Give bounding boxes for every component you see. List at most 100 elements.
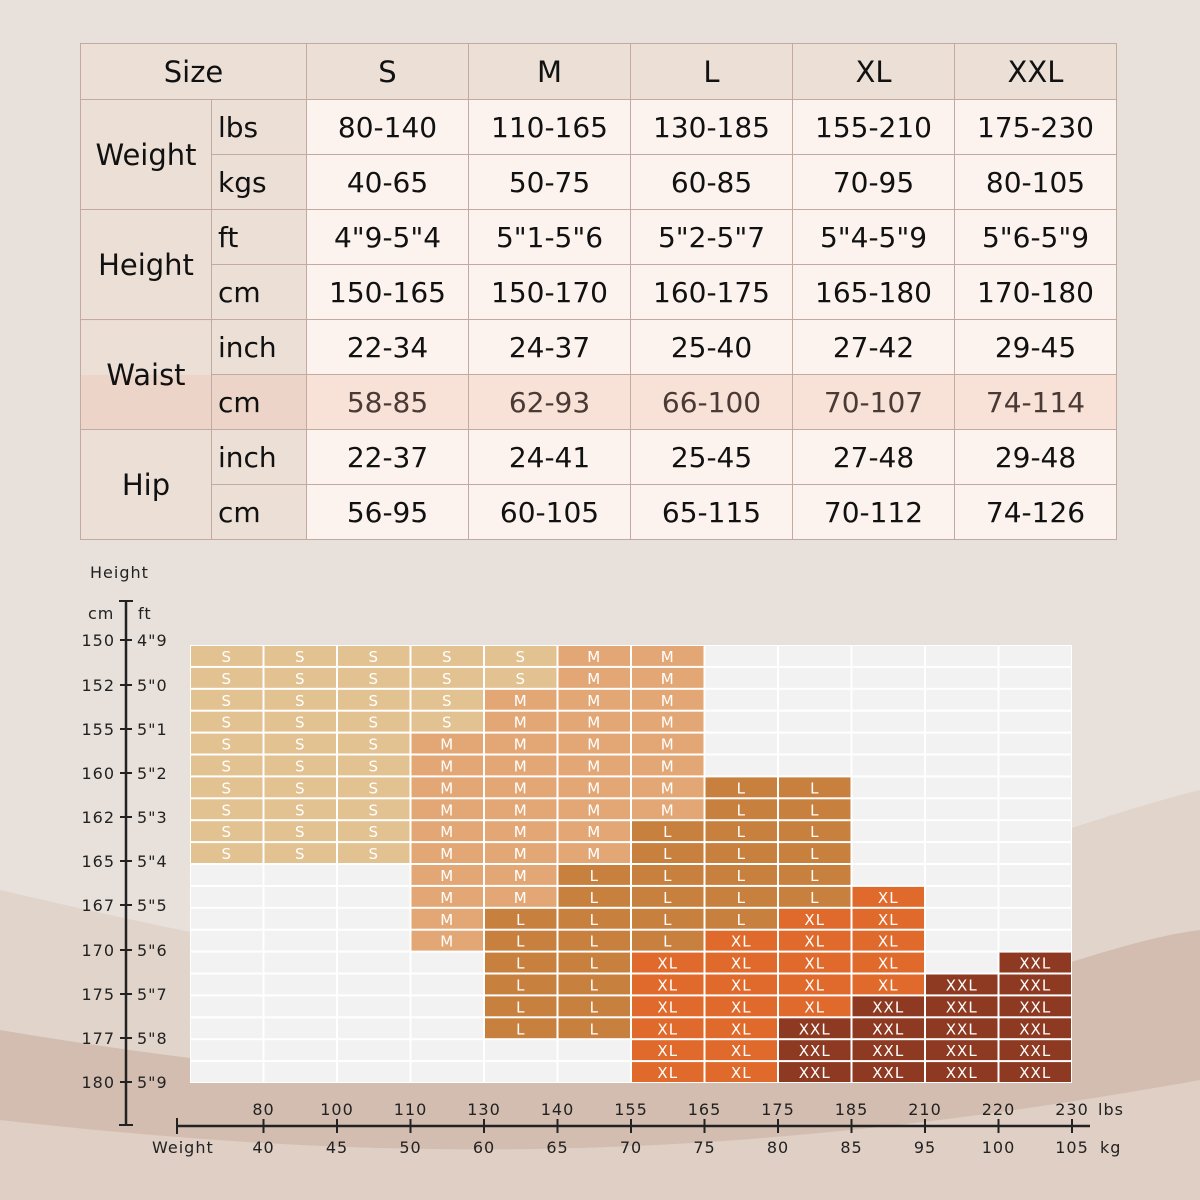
table-cell: 80-105 [954,154,1117,210]
size-cell-xl [632,996,704,1017]
empty-cell [926,689,998,710]
size-cell-label: XXL [1019,955,1051,973]
x-tick-label-kg: 40 [252,1138,274,1157]
group-label-waist: Waist [80,319,212,430]
empty-cell [926,755,998,776]
size-cell-s [338,755,410,776]
y-tick-label-cm: 165 [81,852,115,871]
x-tick-label-lbs: 155 [614,1100,648,1119]
size-header-label: Size [80,43,307,100]
empty-cell [999,799,1071,820]
size-cell-label: XL [731,1064,752,1082]
chart-plot-area [190,645,1072,1083]
size-header-xl: XL [792,43,955,100]
size-cell-xl [705,1018,777,1039]
chart-grid: S S S S S M MS S S S S M MS S S S M M MS S S S M M MS S S M M M MS S S M M… [190,645,1072,1083]
size-cell-label: L [663,889,672,907]
x-tick-label-kg: 50 [399,1138,421,1157]
size-cell-label: XL [657,1042,678,1060]
size-cell-xxl [926,1040,998,1061]
size-cell-xl [705,952,777,973]
size-cell-label: M [440,757,454,775]
size-cell-s [264,689,336,710]
table-cell: 70-107 [792,374,955,430]
size-cell-label: XXL [946,1042,978,1060]
size-cell-label: S [368,845,379,863]
size-cell-label: XL [657,1020,678,1038]
empty-cell [999,755,1071,776]
size-cell-l [632,865,704,885]
unit-label: cm [211,264,307,320]
table-row: Height ft 4"9-5"4 5"1-5"6 5"2-5"7 5"4-5"… [80,209,1117,320]
empty-cell [779,733,851,754]
size-cell-xxl [779,1040,851,1061]
size-cell-label: L [810,889,819,907]
empty-cell [264,952,336,973]
size-cell-xl [852,908,924,929]
size-cell-m [632,777,704,798]
size-cell-label: L [516,955,525,973]
empty-cell [264,930,336,951]
size-cell-s [338,799,410,820]
size-cell-label: XXL [1019,1020,1051,1038]
y-tick-label-ft: 5"0 [137,676,168,695]
size-cell-label: S [221,757,232,775]
size-cell-label: XL [878,911,899,929]
size-cell-m [558,755,630,776]
size-cell-label: XL [804,976,825,994]
size-cell-label: M [587,845,601,863]
size-cell-label: L [737,867,746,885]
size-cell-m [632,689,704,710]
size-cell-label: L [810,801,819,819]
empty-cell [485,1062,557,1082]
y-tick-label-ft: 5"3 [137,808,168,827]
size-cell-label: M [440,779,454,797]
y-tick-label-ft: 5"7 [137,985,168,1004]
size-cell-label: L [737,911,746,929]
y-tick-label-cm: 175 [81,985,115,1004]
size-cell-l [705,908,777,929]
size-cell-label: L [590,1020,599,1038]
table-row: cm 56-95 60-105 65-115 70-112 74-126 [81,484,1117,540]
size-cell-xl [632,1040,704,1061]
table-cell: 74-126 [954,484,1117,540]
size-cell-m [411,733,483,754]
size-cell-m [558,821,630,842]
empty-cell [191,886,263,907]
size-cell-label: L [810,779,819,797]
size-cell-label: S [295,801,306,819]
size-cell-xxl [926,1018,998,1039]
y-tick-label-ft: 5"4 [137,852,168,871]
empty-cell [705,755,777,776]
table-row: Weight lbs 80-140 110-165 130-185 155-21… [80,99,1117,210]
size-cell-label: M [661,714,675,732]
empty-cell [191,865,263,885]
size-cell-l [705,799,777,820]
size-cell-l [558,1018,630,1039]
chart-axes: Height cm ft 150 4"9 152 5"0 155 5"1 160 5"2 162 5"3… [81,563,1122,1157]
size-cell-l [485,996,557,1017]
size-cell-label: XXL [1019,1042,1051,1060]
size-cell-s [191,646,263,666]
size-cell-s [338,711,410,732]
size-cell-label: S [515,648,526,666]
size-cell-l [779,865,851,885]
size-cell-label: L [663,911,672,929]
size-cell-s [191,733,263,754]
size-cell-m [485,799,557,820]
size-cell-m [485,711,557,732]
table-cell: 130-185 [630,99,793,155]
size-cell-label: L [590,889,599,907]
y-tick-label-cm: 155 [81,720,115,739]
size-cell-xl [705,974,777,995]
size-cell-label: M [440,823,454,841]
x-axis-unit-kg: kg [1100,1138,1121,1157]
empty-cell [852,646,924,666]
empty-cell [852,777,924,798]
x-tick-label-lbs: 210 [908,1100,942,1119]
size-cell-m [632,799,704,820]
table-cell: 22-37 [306,429,469,485]
size-cell-xxl [926,974,998,995]
size-cell-m [632,646,704,666]
size-cell-label: XL [804,955,825,973]
